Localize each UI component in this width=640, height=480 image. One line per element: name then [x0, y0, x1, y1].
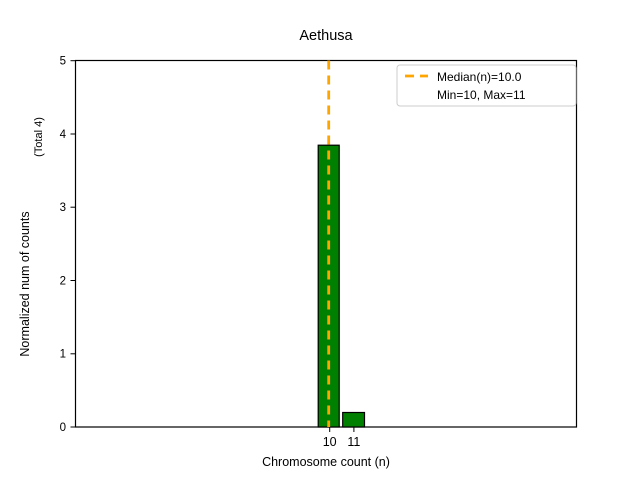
svg-text:4: 4 [60, 129, 67, 141]
svg-text:Normalized num of counts: Normalized num of counts [18, 211, 32, 356]
svg-text:10: 10 [323, 435, 337, 449]
svg-text:2: 2 [60, 275, 66, 287]
svg-text:Aethusa: Aethusa [299, 28, 353, 44]
svg-text:1: 1 [60, 349, 66, 361]
svg-text:11: 11 [347, 435, 360, 449]
svg-text:Min=10, Max=11: Min=10, Max=11 [437, 88, 526, 102]
svg-text:0: 0 [60, 422, 66, 434]
svg-text:(Total 4): (Total 4) [33, 117, 45, 157]
svg-text:5: 5 [60, 56, 66, 68]
svg-text:3: 3 [60, 202, 66, 214]
svg-text:Median(n)=10.0: Median(n)=10.0 [437, 70, 522, 84]
svg-text:Chromosome count (n): Chromosome count (n) [262, 455, 390, 469]
